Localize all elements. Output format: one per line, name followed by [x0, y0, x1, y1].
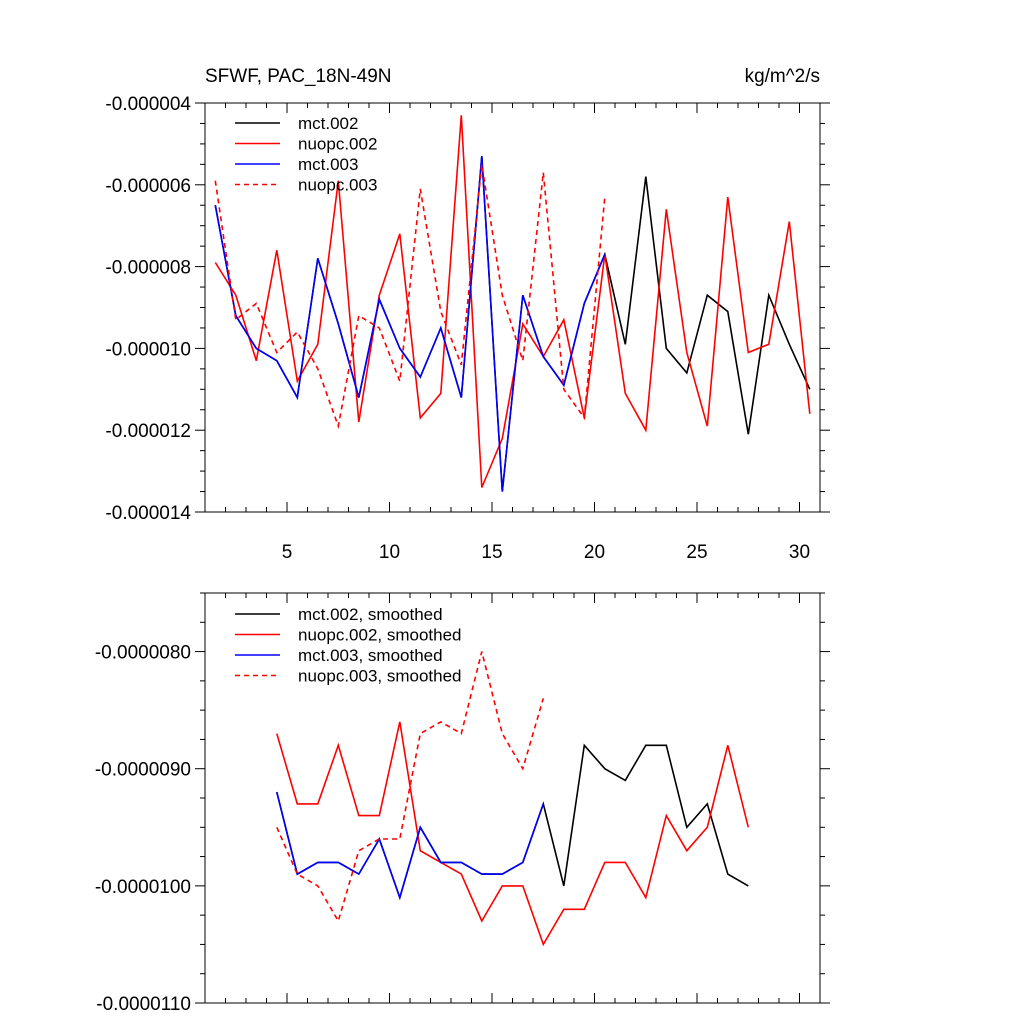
y-tick-label: -0.000008	[105, 258, 191, 279]
legend-label: mct.003, smoothed	[298, 646, 443, 665]
series-line-nuopc-002-smoothed	[276, 721, 750, 947]
x-tick-label: 30	[789, 542, 810, 563]
top-chart-title: SFWF, PAC_18N-49N	[205, 66, 392, 87]
x-tick-label: 15	[481, 542, 502, 563]
x-tick-label: 5	[282, 542, 293, 563]
series-line-nuopc-003-smoothed	[276, 651, 545, 924]
y-tick-label: -0.000004	[105, 94, 191, 115]
bottom-panel: -0.0000080 -0.0000090 -0.0000100 -0.0000110…	[95, 592, 830, 1015]
series-line-mct-002-smoothed	[276, 743, 749, 901]
series-line-nuopc-002	[214, 115, 811, 488]
legend-label: nuopc.002, smoothed	[298, 626, 462, 645]
top-series-group	[214, 115, 811, 492]
x-tick-label: 20	[584, 542, 605, 563]
legend-label: mct.002, smoothed	[298, 605, 443, 624]
y-tick-label: -0.0000090	[95, 760, 191, 781]
y-tick-label: -0.000012	[105, 421, 191, 442]
series-line-mct-003	[214, 156, 606, 492]
series-line-nuopc-003	[214, 164, 606, 430]
series-line-mct-002	[214, 156, 811, 492]
legend-label: nuopc.002	[298, 135, 377, 154]
x-tick-label: 25	[686, 542, 707, 563]
legend-label: mct.003	[298, 155, 358, 174]
top-ticks: 5 10 15 20 25 30 -0.000004 -0.000006 -0.000008 -0…	[105, 94, 830, 563]
legend-label: nuopc.003, smoothed	[298, 667, 462, 686]
legend-label: mct.002	[298, 114, 358, 133]
y-tick-label: -0.0000110	[96, 994, 191, 1015]
series-line-mct-003-smoothed	[276, 791, 545, 901]
bottom-series-group	[276, 651, 750, 947]
y-tick-label: -0.000014	[105, 503, 191, 524]
y-tick-label: -0.000006	[105, 176, 191, 197]
bottom-ticks: -0.0000080 -0.0000090 -0.0000100 -0.0000110	[95, 592, 830, 1015]
y-tick-label: -0.0000080	[95, 643, 191, 664]
x-tick-label: 10	[379, 542, 400, 563]
y-tick-label: -0.000010	[105, 339, 191, 360]
y-tick-label: -0.0000100	[95, 877, 191, 898]
top-panel: SFWF, PAC_18N-49N kg/m^2/s 5 10 15 20 25 30 -0…	[105, 66, 830, 563]
legend-label: nuopc.003	[298, 176, 377, 195]
bottom-legend: mct.002, smoothed nuopc.002, smoothedmct.…	[235, 605, 462, 686]
top-chart-units: kg/m^2/s	[745, 66, 820, 87]
